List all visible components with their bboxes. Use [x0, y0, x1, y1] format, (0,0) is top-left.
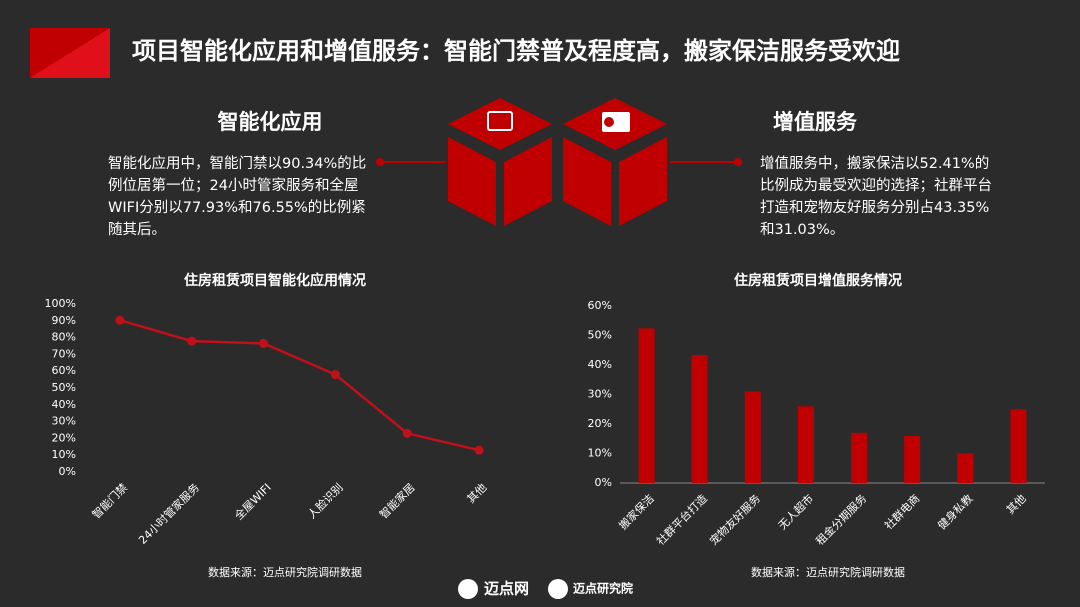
- section-text: 增值服务中，搬家保洁以52.41%的比例成为最受欢迎的选择；社群平台打造和宠物友…: [760, 156, 992, 238]
- point: [474, 445, 484, 455]
- bar: [1010, 409, 1027, 483]
- x-tick-label: 全屋WIFI: [232, 480, 274, 522]
- logo: 迈点研究院: [573, 581, 633, 596]
- x-tick-label: 其他: [1004, 492, 1029, 517]
- y-tick-label: 80%: [52, 331, 76, 344]
- y-tick-label: 100%: [45, 297, 76, 310]
- y-tick-label: 50%: [52, 381, 76, 394]
- logo: 迈点网: [484, 580, 529, 598]
- cube-icons: [376, 98, 742, 226]
- y-tick-label: 10%: [588, 447, 612, 460]
- point: [330, 370, 340, 380]
- bar: [797, 406, 814, 483]
- x-tick-label: 社群电商: [881, 491, 922, 532]
- x-tick-label: 其他: [465, 481, 490, 506]
- chart-title: 住房租赁项目增值服务情况: [734, 272, 902, 289]
- x-tick-label: 租金分期服务: [813, 491, 870, 548]
- section-title: 智能化应用: [218, 110, 323, 134]
- source-note: 数据来源：迈点研究院调研数据: [208, 565, 362, 579]
- chart-title: 住房租赁项目智能化应用情况: [184, 272, 366, 289]
- y-tick-label: 90%: [52, 314, 76, 327]
- y-tick-label: 40%: [52, 398, 76, 411]
- x-tick-label: 健身私教: [935, 491, 976, 532]
- x-tick-label: 搬家保洁: [616, 491, 657, 532]
- y-tick-label: 60%: [588, 299, 612, 312]
- y-tick-label: 40%: [588, 358, 612, 371]
- section-text: 智能化应用中，智能门禁以90.34%的比例位居第一位；24小时管家服务和全屋WI…: [108, 156, 367, 238]
- x-tick-label: 人脸识别: [305, 480, 346, 521]
- y-tick-label: 30%: [52, 415, 76, 428]
- logo-icon: [548, 579, 568, 599]
- y-tick-label: 0%: [595, 476, 612, 489]
- y-tick-label: 30%: [588, 388, 612, 401]
- y-tick-label: 70%: [52, 347, 76, 360]
- point: [402, 428, 412, 438]
- section-title: 增值服务: [773, 110, 858, 134]
- x-tick-label: 智能家居: [376, 480, 417, 521]
- point: [115, 315, 125, 325]
- x-tick-label: 24小时管家服务: [136, 480, 202, 546]
- y-tick-label: 60%: [52, 364, 76, 377]
- bar: [744, 391, 761, 483]
- bar: [904, 435, 921, 483]
- x-tick-label: 智能门禁: [89, 480, 130, 521]
- y-tick-label: 10%: [52, 448, 76, 461]
- x-tick-label: 无人超市: [775, 491, 816, 532]
- slide-title: 项目智能化应用和增值服务：智能门禁普及程度高，搬家保洁服务受欢迎: [132, 37, 900, 65]
- bar: [691, 355, 708, 483]
- source-note: 数据来源：迈点研究院调研数据: [751, 565, 905, 579]
- y-tick-label: 20%: [52, 431, 76, 444]
- x-tick-label: 社群平台打造: [653, 491, 710, 548]
- line: [119, 319, 480, 452]
- bar: [851, 432, 868, 483]
- point: [187, 336, 197, 346]
- bar: [957, 453, 974, 483]
- y-tick-label: 20%: [588, 417, 612, 430]
- point: [259, 338, 269, 348]
- title-icon-shade: [30, 28, 110, 78]
- logo-icon: [458, 579, 478, 599]
- bar: [638, 328, 655, 483]
- y-tick-label: 0%: [59, 465, 76, 478]
- y-tick-label: 50%: [588, 329, 612, 342]
- x-tick-label: 宠物友好服务: [706, 491, 763, 548]
